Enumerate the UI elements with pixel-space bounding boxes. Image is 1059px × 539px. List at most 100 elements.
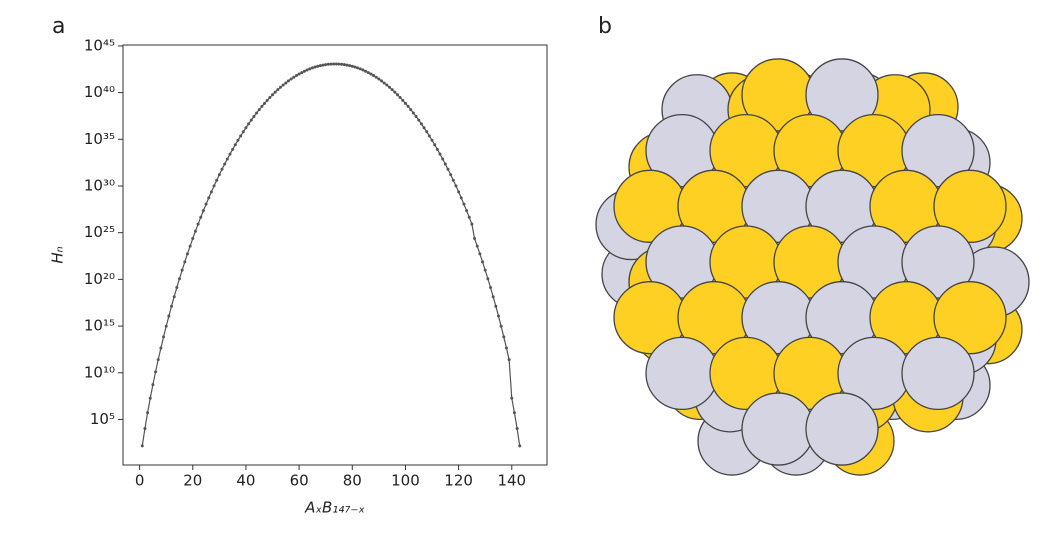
x-tick-label: 20 <box>183 472 202 490</box>
data-point <box>403 101 407 105</box>
data-point <box>486 277 490 281</box>
data-point <box>249 118 253 122</box>
data-point <box>411 111 415 115</box>
data-point <box>326 62 330 66</box>
data-point <box>481 260 485 264</box>
data-point <box>393 90 397 94</box>
data-point <box>140 444 144 448</box>
data-point <box>313 65 317 69</box>
data-point <box>188 244 192 248</box>
data-point <box>276 88 280 92</box>
data-point <box>358 67 362 71</box>
data-point <box>342 63 346 67</box>
data-point <box>191 237 195 241</box>
data-point <box>348 64 352 68</box>
data-point <box>151 383 155 387</box>
data-point <box>286 79 290 83</box>
atom <box>805 58 879 132</box>
data-point <box>433 143 437 147</box>
data-point <box>417 118 421 122</box>
data-point <box>305 68 309 72</box>
data-point <box>252 114 256 118</box>
data-point <box>292 75 296 79</box>
data-point <box>167 314 171 318</box>
data-point <box>302 69 306 73</box>
data-point <box>271 93 275 97</box>
data-point <box>154 370 158 374</box>
data-point <box>255 111 259 115</box>
data-point <box>494 304 498 308</box>
data-point <box>324 63 328 67</box>
data-point <box>457 190 461 194</box>
data-point <box>217 173 221 177</box>
data-point <box>175 286 179 290</box>
y-tick-label: 10⁴⁰ <box>84 83 115 101</box>
data-point <box>475 244 479 248</box>
data-point <box>451 178 455 182</box>
data-point <box>507 358 511 362</box>
data-point <box>441 157 445 161</box>
data-point <box>473 237 477 241</box>
atom <box>933 169 1007 243</box>
data-point <box>356 66 360 70</box>
data-point <box>462 202 466 206</box>
data-point <box>454 184 458 188</box>
data-point <box>215 178 219 182</box>
data-point <box>143 427 147 431</box>
data-point <box>459 196 463 200</box>
data-point <box>294 74 298 78</box>
data-point <box>172 295 176 299</box>
data-point <box>310 66 314 70</box>
data-point <box>364 69 368 73</box>
data-point <box>419 122 423 126</box>
data-point <box>465 209 469 213</box>
y-tick-label: 10⁴⁵ <box>84 36 115 54</box>
data-point <box>390 88 394 92</box>
data-point <box>499 324 503 328</box>
data-point <box>199 215 203 219</box>
data-point <box>422 126 426 130</box>
data-point <box>273 90 277 94</box>
data-point <box>446 167 450 171</box>
data-point <box>334 62 338 66</box>
atom <box>805 392 879 466</box>
nanoparticle <box>595 58 1030 476</box>
data-point <box>478 252 482 256</box>
y-tick-label: 10³⁵ <box>84 130 115 148</box>
data-point <box>406 104 410 108</box>
plot-frame <box>122 44 548 466</box>
data-point <box>470 222 474 226</box>
data-point <box>316 64 320 68</box>
data-point <box>220 167 224 171</box>
y-tick-label: 10¹⁵ <box>84 317 115 335</box>
panel-label: b <box>598 14 612 39</box>
panel-label: a <box>52 14 65 39</box>
y-tick-label: 10¹⁰ <box>84 363 115 381</box>
data-point <box>146 411 150 415</box>
atom <box>645 336 719 411</box>
data-point <box>329 62 333 66</box>
data-point <box>518 444 522 448</box>
data-point <box>401 98 405 102</box>
data-point <box>353 65 357 69</box>
data-point <box>332 62 336 66</box>
data-point <box>265 98 269 102</box>
data-point <box>297 72 301 76</box>
x-tick-label: 60 <box>290 472 309 490</box>
data-point <box>177 277 181 281</box>
data-point <box>244 126 248 130</box>
data-point <box>207 196 211 200</box>
data-point <box>345 63 349 67</box>
data-point <box>196 222 200 226</box>
x-tick-label: 140 <box>497 472 526 490</box>
y-tick-label: 10³⁰ <box>84 177 115 195</box>
y-tick-label: 10²⁰ <box>84 270 115 288</box>
data-point <box>372 74 376 78</box>
data-point <box>228 152 232 156</box>
data-point <box>263 101 267 105</box>
data-point <box>502 335 506 339</box>
data-point <box>443 162 447 166</box>
data-point <box>284 81 288 85</box>
